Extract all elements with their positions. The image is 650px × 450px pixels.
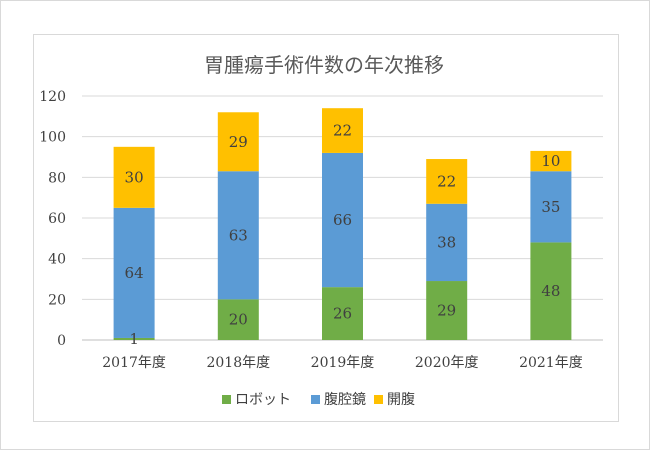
- legend-swatch: [222, 395, 231, 404]
- data-label: 30: [125, 168, 144, 186]
- y-tick-label: 100: [39, 130, 66, 146]
- y-tick-label: 40: [48, 252, 66, 268]
- legend-label: 腹腔鏡: [324, 391, 366, 408]
- bar-segment: [113, 337, 155, 340]
- bar-segment: [426, 281, 468, 340]
- bar-segment: [322, 287, 363, 340]
- bar-segment: [217, 299, 259, 340]
- y-tick-label: 0: [57, 333, 66, 349]
- data-label: 38: [437, 233, 456, 251]
- chart-title: 胃腫瘍手術件数の年次推移: [204, 53, 444, 77]
- data-label: 64: [125, 264, 144, 282]
- data-label: 66: [333, 211, 352, 229]
- data-label: 1: [129, 330, 139, 348]
- legend-label: 開腹: [387, 391, 415, 408]
- bar-segment: [217, 171, 259, 300]
- bar-segment: [426, 203, 468, 282]
- data-labels: 1 64 30 20 63 29 26 66 22 29 38 22 48 35 10: [125, 122, 561, 348]
- data-label: 26: [333, 305, 352, 323]
- y-tick-label: 20: [48, 292, 66, 308]
- y-tick-label: 120: [39, 89, 66, 105]
- y-tick-label: 60: [48, 211, 66, 227]
- bar-segment: [113, 146, 155, 208]
- data-label: 29: [437, 302, 456, 320]
- data-label: 20: [229, 311, 248, 329]
- x-axis-categories: 2017年度 2018年度 2019年度 2020年度 2021年度: [102, 355, 582, 371]
- data-label: 29: [229, 133, 248, 151]
- x-category-label: 2020年度: [415, 355, 479, 371]
- bar-segment: [113, 207, 155, 338]
- x-category-label: 2021年度: [519, 355, 583, 371]
- y-tick-label: 80: [48, 170, 66, 186]
- bar-segment: [530, 171, 572, 243]
- legend: ロボット 腹腔鏡 開腹: [222, 391, 415, 408]
- data-label: 10: [541, 152, 560, 170]
- bar-segment: [217, 112, 259, 172]
- data-label: 48: [541, 282, 560, 300]
- y-axis-ticks: 0 20 40 60 80 100 120: [39, 89, 66, 349]
- legend-swatch: [311, 395, 320, 404]
- data-label: 22: [333, 122, 352, 140]
- bar-series: [113, 108, 572, 340]
- x-category-label: 2019年度: [311, 355, 375, 371]
- bar-segment: [322, 108, 363, 153]
- bar-segment: [322, 152, 363, 288]
- data-label: 22: [437, 172, 456, 190]
- x-category-label: 2017年度: [102, 355, 166, 371]
- x-category-label: 2018年度: [206, 355, 270, 371]
- data-label: 63: [229, 226, 248, 244]
- bar-segment: [426, 159, 468, 204]
- bar-segment: [530, 242, 572, 340]
- legend-label: ロボット: [235, 392, 291, 408]
- data-label: 35: [541, 198, 560, 216]
- bar-segment: [530, 150, 572, 172]
- legend-swatch: [374, 395, 383, 404]
